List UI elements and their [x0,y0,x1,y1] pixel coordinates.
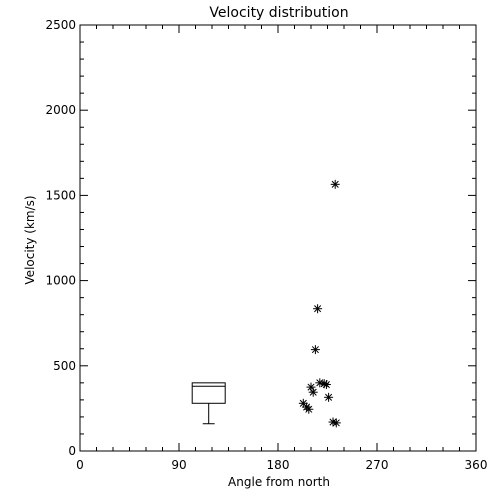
boxplot [191,382,226,425]
data-point-11 [304,404,314,414]
x-tick-label-1: 90 [171,458,186,472]
y-tick-label-1: 500 [53,359,76,373]
y-tick-label-4: 2000 [45,103,76,117]
x-tick-label-4: 360 [465,458,488,472]
y-axis-label: Velocity (km/s) [23,195,37,284]
axis-ticks: 0 90 180 270 360 0 500 1000 1500 2000 2500 [45,18,487,472]
data-point-7 [308,387,318,397]
chart-title: Velocity distribution [209,5,348,21]
x-tick-label-3: 270 [366,458,389,472]
y-tick-label-3: 1500 [45,188,76,202]
plot-frame [79,24,477,452]
data-point-0 [330,179,340,189]
y-tick-label-0: 0 [68,444,76,458]
x-tick-label-2: 180 [267,458,290,472]
x-tick-label-0: 0 [76,458,84,472]
data-point-1 [313,304,323,314]
x-axis-label: Angle from north [228,475,330,489]
scatter-points [298,179,341,428]
data-point-8 [324,392,334,402]
data-point-13 [331,418,341,428]
y-tick-label-2: 1000 [45,274,76,288]
data-point-2 [310,345,320,355]
y-tick-label-5: 2500 [45,18,76,32]
data-point-5 [321,380,331,390]
